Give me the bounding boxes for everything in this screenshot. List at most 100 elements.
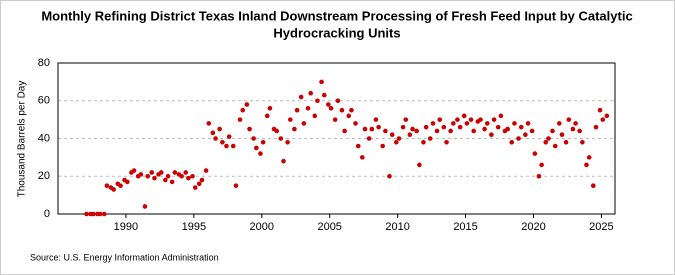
point [355, 143, 361, 149]
point [342, 128, 347, 134]
point [206, 121, 212, 126]
point [417, 162, 422, 168]
point [430, 121, 436, 126]
point [604, 113, 610, 119]
point [362, 126, 368, 132]
point [152, 175, 157, 181]
point [186, 175, 191, 181]
point [267, 106, 273, 111]
point [489, 132, 494, 138]
point [305, 106, 311, 111]
point [505, 126, 510, 132]
point [91, 211, 96, 217]
point [321, 92, 327, 98]
point [163, 177, 168, 183]
point [138, 172, 144, 177]
point [546, 136, 551, 141]
point [584, 162, 589, 168]
point [484, 121, 490, 126]
point [552, 143, 558, 149]
point [441, 124, 447, 130]
point [543, 139, 549, 145]
point [301, 121, 307, 126]
point [240, 107, 246, 113]
y-axis-label: Thousand Barrels per Day [17, 81, 28, 198]
point [597, 107, 603, 113]
point [124, 179, 130, 185]
point [165, 173, 171, 179]
point [498, 113, 504, 119]
point [298, 94, 304, 100]
point [210, 130, 216, 136]
chart-title: Monthly Refining District Texas Inland D… [41, 8, 632, 23]
x-tick-label: 2000 [250, 221, 274, 233]
point [254, 145, 259, 151]
point [550, 128, 555, 134]
point [577, 128, 582, 134]
y-tick-label: 0 [44, 208, 50, 220]
x-tick-label: 2015 [453, 221, 477, 233]
point [586, 155, 592, 160]
point [104, 183, 110, 188]
point [145, 173, 150, 179]
point [332, 117, 338, 122]
point [217, 126, 222, 132]
point [366, 136, 372, 141]
point [258, 151, 263, 156]
point [523, 132, 528, 138]
point [559, 132, 565, 138]
point [158, 170, 164, 175]
point [529, 128, 535, 134]
point [455, 117, 460, 122]
point [288, 117, 293, 122]
point [97, 211, 103, 217]
point [373, 117, 379, 122]
x-tick-label: 2005 [317, 221, 341, 233]
point [593, 124, 599, 130]
point [312, 113, 318, 119]
point [101, 211, 107, 217]
point [600, 117, 606, 122]
point [118, 183, 123, 188]
point [434, 128, 440, 134]
point [179, 173, 184, 179]
point [281, 158, 286, 164]
source: Source: U.S. Energy Information Administ… [30, 252, 219, 262]
point [437, 117, 443, 122]
point [482, 126, 487, 132]
point [328, 106, 334, 111]
point [220, 139, 225, 145]
point [360, 155, 365, 160]
point [233, 183, 239, 188]
point [516, 136, 521, 141]
point [224, 143, 229, 149]
point [260, 139, 266, 145]
point [244, 102, 250, 107]
point [518, 124, 524, 130]
y-tick-label: 20 [38, 170, 50, 182]
point [274, 128, 280, 134]
point [570, 126, 576, 132]
point [226, 134, 232, 139]
point [451, 121, 456, 126]
point [264, 113, 270, 119]
point [294, 107, 300, 113]
point [292, 126, 297, 132]
point [448, 128, 453, 134]
point [213, 136, 218, 141]
point [563, 139, 569, 145]
point [111, 187, 116, 192]
point [464, 121, 470, 126]
point [380, 143, 385, 149]
point [349, 107, 354, 113]
point [169, 179, 175, 185]
x-tick-label: 1990 [114, 221, 138, 233]
point [590, 183, 596, 188]
point [192, 185, 198, 190]
chart-subtitle: Hydrocracking Units [273, 25, 400, 40]
point [308, 90, 313, 96]
point [230, 143, 236, 149]
point [444, 139, 449, 145]
point [512, 121, 517, 126]
